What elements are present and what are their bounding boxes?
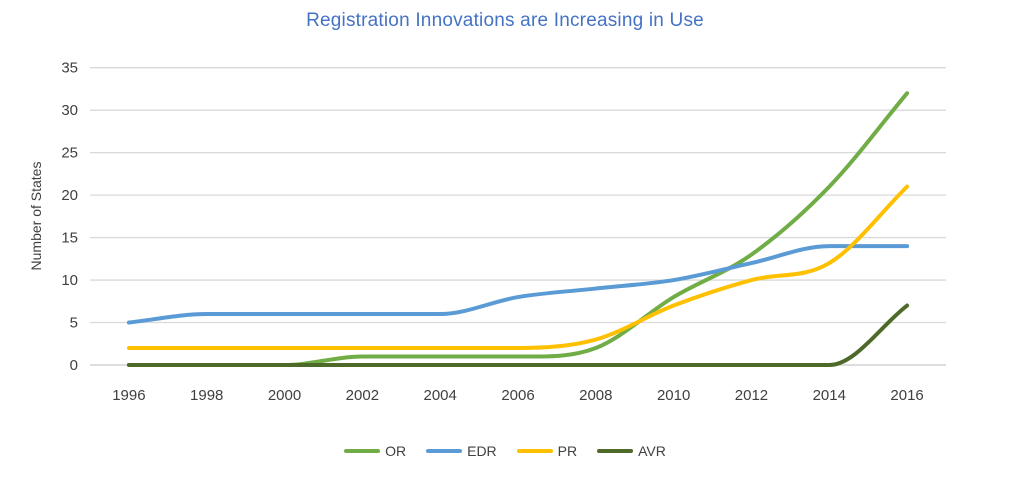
x-tick-label: 2006 [501, 387, 534, 404]
legend-item-pr: PR [516, 443, 578, 459]
series-line-edr [126, 244, 910, 325]
y-tick-label: 35 [61, 60, 78, 77]
legend: OR EDR PR AVR [0, 443, 1010, 459]
y-tick-label: 30 [61, 102, 78, 119]
y-tick-label: 25 [61, 145, 78, 162]
legend-item-or: OR [344, 443, 406, 459]
x-tick-label: 1998 [190, 387, 223, 404]
legend-label-or: OR [385, 443, 407, 459]
x-tick-label: 2002 [346, 387, 379, 404]
x-tick-label: 2000 [268, 387, 301, 404]
x-tick-label: 1996 [112, 387, 145, 404]
x-tick-label: 2010 [657, 387, 690, 404]
y-tick-label: 10 [61, 272, 78, 289]
legend-label-edr: EDR [467, 443, 497, 459]
series-line-or [126, 91, 910, 368]
legend-item-edr: EDR [426, 443, 497, 459]
chart-title: Registration Innovations are Increasing … [306, 10, 704, 31]
legend-swatch-edr [426, 449, 463, 453]
x-tick-label: 2008 [579, 387, 612, 404]
legend-swatch-avr [597, 449, 634, 453]
y-tick-label: 0 [70, 357, 78, 374]
legend-label-pr: PR [557, 443, 578, 459]
y-tick-label: 5 [70, 315, 78, 332]
y-tick-label: 15 [61, 230, 78, 247]
series-line-avr [126, 303, 910, 368]
x-tick-label: 2004 [423, 387, 456, 404]
x-tick-label: 2014 [813, 387, 846, 404]
legend-swatch-pr [516, 449, 553, 453]
legend-label-avr: AVR [638, 443, 666, 459]
legend-swatch-or [344, 449, 381, 453]
x-tick-label: 2012 [735, 387, 768, 404]
y-tick-label: 20 [61, 187, 78, 204]
legend-item-avr: AVR [597, 443, 666, 459]
x-tick-label: 2016 [890, 387, 923, 404]
series-line-pr [126, 184, 910, 351]
